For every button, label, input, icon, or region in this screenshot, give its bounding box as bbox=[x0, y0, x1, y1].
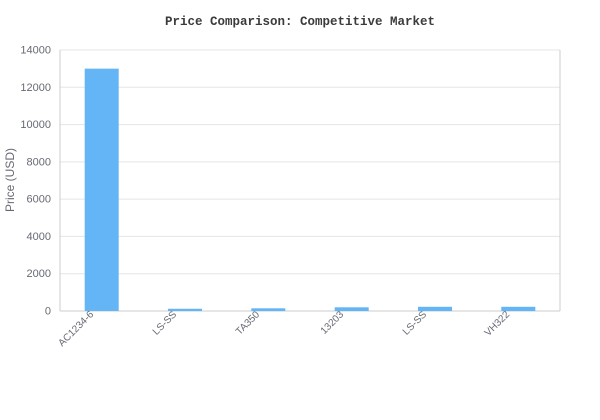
svg-text:4000: 4000 bbox=[27, 231, 51, 243]
svg-text:12000: 12000 bbox=[20, 82, 51, 94]
svg-text:LS-SS: LS-SS bbox=[151, 309, 179, 337]
svg-text:TA350: TA350 bbox=[234, 309, 262, 337]
svg-text:AC1234-6: AC1234-6 bbox=[57, 309, 97, 349]
svg-text:13203: 13203 bbox=[319, 309, 347, 337]
svg-text:8000: 8000 bbox=[27, 156, 51, 168]
svg-text:0: 0 bbox=[45, 306, 51, 318]
svg-text:6000: 6000 bbox=[27, 194, 51, 206]
svg-text:Price (USD): Price (USD) bbox=[3, 148, 17, 212]
svg-text:2000: 2000 bbox=[27, 268, 51, 280]
svg-text:VH322: VH322 bbox=[483, 309, 513, 339]
svg-text:LS-SS: LS-SS bbox=[401, 309, 429, 337]
svg-text:10000: 10000 bbox=[20, 119, 51, 131]
svg-text:14000: 14000 bbox=[20, 45, 51, 57]
